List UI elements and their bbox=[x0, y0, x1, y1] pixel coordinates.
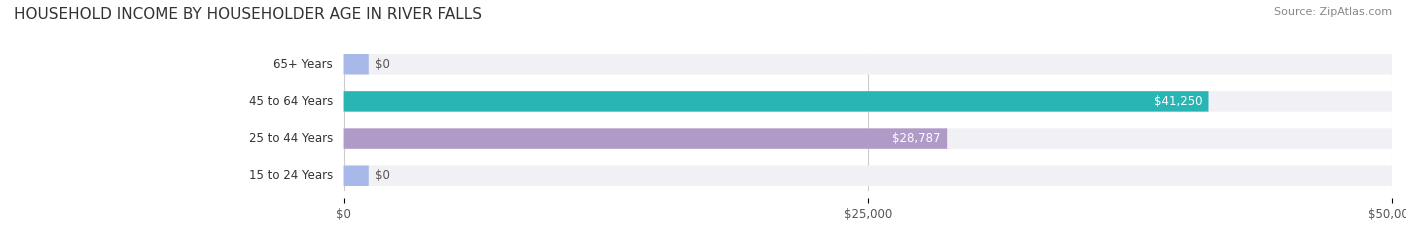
FancyBboxPatch shape bbox=[343, 165, 1392, 186]
FancyBboxPatch shape bbox=[343, 128, 1392, 149]
Text: $28,787: $28,787 bbox=[893, 132, 941, 145]
Text: 25 to 44 Years: 25 to 44 Years bbox=[249, 132, 333, 145]
Text: 15 to 24 Years: 15 to 24 Years bbox=[249, 169, 333, 182]
FancyBboxPatch shape bbox=[343, 54, 368, 75]
FancyBboxPatch shape bbox=[343, 165, 368, 186]
Text: $0: $0 bbox=[375, 58, 389, 71]
Text: HOUSEHOLD INCOME BY HOUSEHOLDER AGE IN RIVER FALLS: HOUSEHOLD INCOME BY HOUSEHOLDER AGE IN R… bbox=[14, 7, 482, 22]
FancyBboxPatch shape bbox=[343, 91, 1209, 112]
Text: $0: $0 bbox=[375, 169, 389, 182]
FancyBboxPatch shape bbox=[343, 91, 1392, 112]
FancyBboxPatch shape bbox=[343, 54, 1392, 75]
Text: $41,250: $41,250 bbox=[1154, 95, 1202, 108]
Text: 65+ Years: 65+ Years bbox=[273, 58, 333, 71]
Text: 45 to 64 Years: 45 to 64 Years bbox=[249, 95, 333, 108]
FancyBboxPatch shape bbox=[343, 128, 948, 149]
Text: Source: ZipAtlas.com: Source: ZipAtlas.com bbox=[1274, 7, 1392, 17]
